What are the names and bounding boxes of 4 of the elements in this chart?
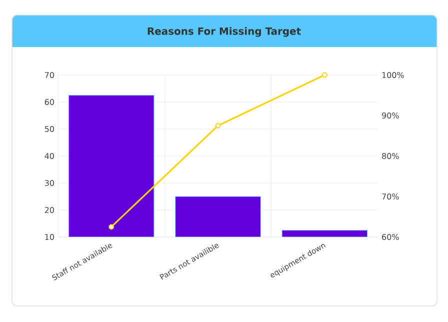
chart-title: Reasons For Missing Target [148,27,301,37]
point [108,224,114,230]
point [215,122,221,128]
point [322,72,328,78]
